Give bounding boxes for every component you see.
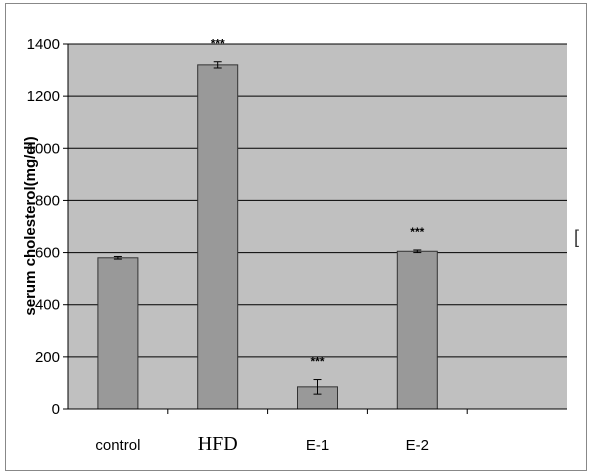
- x-category-label: E-2: [406, 437, 429, 454]
- significance-marker: ***: [410, 225, 424, 239]
- y-tick-label: 1000: [27, 140, 60, 157]
- x-category-label: HFD: [198, 433, 238, 455]
- error-bar: [313, 379, 322, 395]
- y-tick-label: 0: [52, 401, 60, 418]
- y-tick-label: 800: [35, 192, 60, 209]
- stray-bracket: [: [574, 227, 579, 247]
- error-bar: [213, 61, 222, 69]
- significance-marker: ***: [310, 355, 324, 369]
- y-tick-labels: 0 200 400 600 800 1000 1200 1400: [27, 36, 68, 418]
- significance-marker: ***: [211, 37, 225, 51]
- axes: [67, 44, 567, 410]
- bar-control: [97, 257, 139, 410]
- x-category-labels: control HFD E-1 E-2: [95, 409, 468, 455]
- gridlines: [68, 43, 567, 358]
- y-tick-label: 200: [35, 349, 60, 366]
- y-tick-label: 400: [35, 297, 60, 314]
- y-axis-label: serum cholesterol(mg/dl): [22, 136, 39, 315]
- chart-frame: [5, 3, 587, 471]
- y-tick-label: 600: [35, 245, 60, 262]
- error-bar: [413, 249, 422, 254]
- x-category-label: control: [95, 437, 140, 454]
- y-tick-label: 1200: [27, 88, 60, 105]
- y-tick-label: 1400: [27, 36, 60, 53]
- plot-area: [68, 44, 567, 409]
- x-category-label: E-1: [306, 437, 329, 454]
- bar-e-2: [396, 250, 438, 410]
- bar-hfd: [197, 64, 239, 410]
- error-bar: [113, 255, 122, 260]
